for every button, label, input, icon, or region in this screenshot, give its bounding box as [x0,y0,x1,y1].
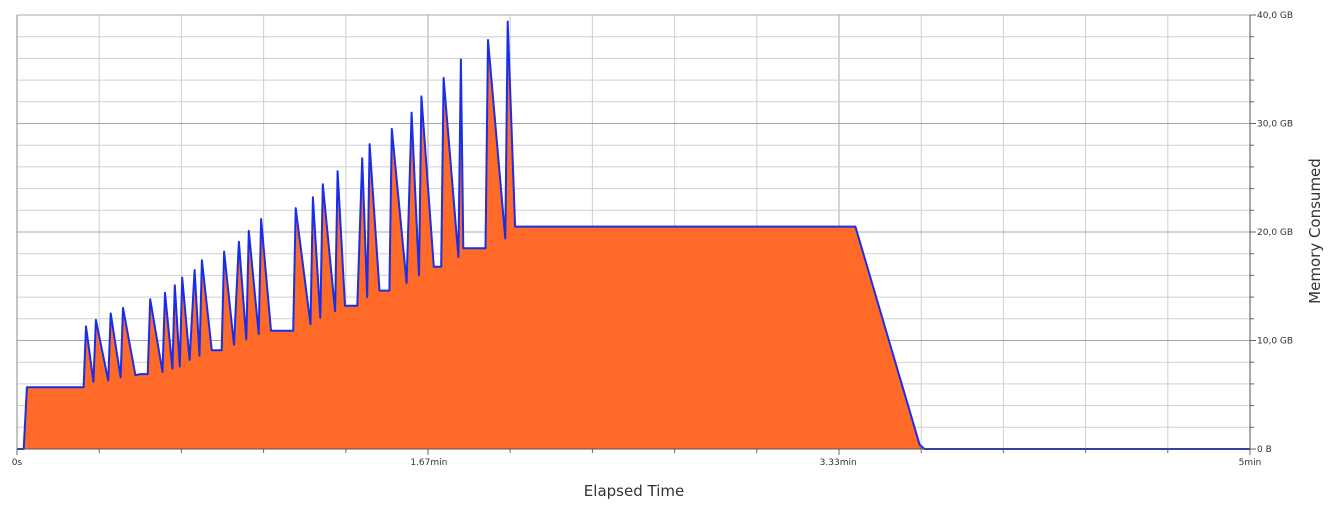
x-tick-label: 0s [12,458,23,468]
memory-area [17,21,1250,449]
y-axis-title: Memory Consumed [1306,158,1324,304]
x-tick-label: 5min [1239,458,1262,468]
y-tick-label: 40,0 GB [1257,11,1293,21]
y-tick-label: 0 B [1257,445,1272,455]
y-tick-label: 30,0 GB [1257,120,1293,130]
x-tick-label: 1.67min [410,458,447,468]
y-tick-label: 20,0 GB [1257,228,1293,238]
x-axis-title: Elapsed Time [584,482,684,500]
labels: Elapsed Time Memory Consumed [584,158,1324,500]
x-tick-label: 3.33min [820,458,857,468]
axes: 0s 1.67min 3.33min 5min 0 B 10,0 GB 20,0 GB 30,… [12,11,1293,468]
y-tick-label: 10,0 GB [1257,337,1293,347]
memory-line [17,20,1250,450]
series-layer [17,20,1250,450]
